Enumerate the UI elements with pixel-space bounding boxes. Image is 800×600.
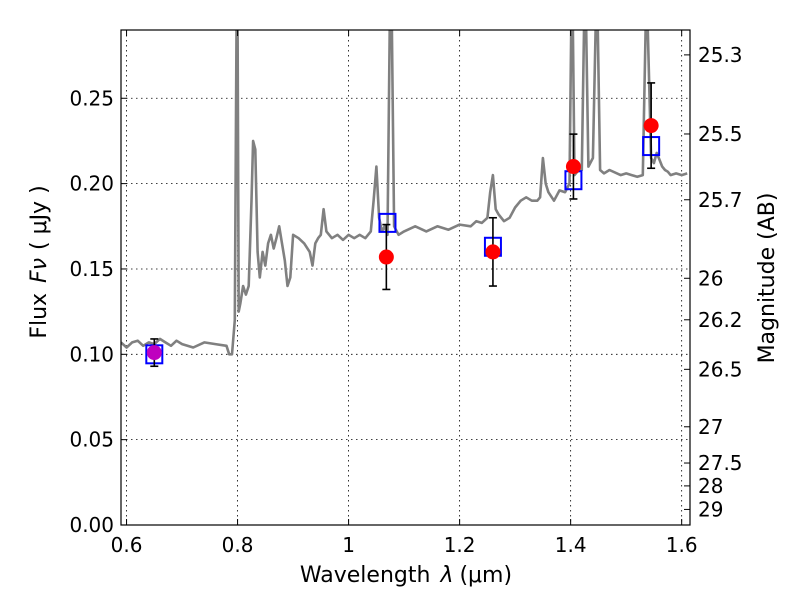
x-tick-label: 1.4 xyxy=(555,533,587,557)
model-sed-path xyxy=(121,30,688,356)
observed-photometry-markers xyxy=(146,82,659,368)
x-tick-label: 1.6 xyxy=(666,533,698,557)
model-sed-line xyxy=(121,30,688,356)
mag-tick-label: 26.2 xyxy=(698,308,743,332)
y-tick-label: 0.10 xyxy=(69,342,114,366)
mag-tick-label: 27.5 xyxy=(698,451,743,475)
x-axis-label: Wavelength λ (μm) xyxy=(300,563,512,588)
model-photometry-square xyxy=(378,212,397,233)
mag-tick-label: 28 xyxy=(698,474,723,498)
x-tick-label: 0.6 xyxy=(111,533,143,557)
x-tick-label: 0.8 xyxy=(222,533,254,557)
y-tick-label: 0.15 xyxy=(69,257,114,281)
y-tick-label: 0.05 xyxy=(69,428,114,452)
grid-lines xyxy=(121,30,690,526)
x-tick-label: 1.2 xyxy=(444,533,476,557)
mag-tick-label: 29 xyxy=(698,497,723,521)
mag-tick-label: 27 xyxy=(698,415,723,439)
plot-frame xyxy=(120,29,691,526)
x-tick-label: 1 xyxy=(342,533,355,557)
observed-photometry-point xyxy=(146,345,162,361)
mag-tick-label: 25.3 xyxy=(698,43,743,67)
y-axis-label: FluxFν( μJy ) xyxy=(27,185,52,338)
model-photometry-markers xyxy=(145,136,661,365)
observed-photometry-point xyxy=(565,159,581,175)
y-tick-label: 0.20 xyxy=(69,172,114,196)
observed-photometry-point xyxy=(485,244,501,260)
y-tick-label: 0.25 xyxy=(69,86,114,110)
axis-ticks: 0.6 0.8 1 1.2 1.4 1.6 0.00 0.05 0.10 0.15 0.20 0.25… xyxy=(69,30,743,557)
mag-tick-label: 26.5 xyxy=(698,357,743,381)
y-tick-label: 0.00 xyxy=(69,513,114,537)
mag-tick-label: 25.7 xyxy=(698,188,743,212)
observed-photometry-point xyxy=(378,249,394,265)
mag-tick-label: 25.5 xyxy=(698,122,743,146)
observed-photometry-point xyxy=(643,118,659,134)
mag-tick-label: 26 xyxy=(698,266,723,290)
y2-axis-label: Magnitude (AB) xyxy=(755,193,780,364)
